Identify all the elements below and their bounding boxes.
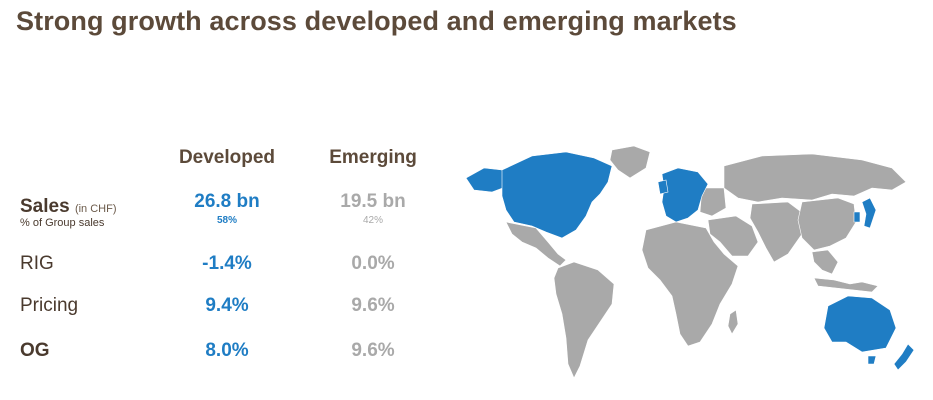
- rig-row-label: RIG: [20, 253, 54, 274]
- uk-region: [657, 179, 669, 195]
- emerging-markets-regions: [505, 145, 907, 379]
- developed-sales-share: 58%: [216, 215, 237, 226]
- emerging-rig-value: 0.0%: [351, 253, 395, 274]
- emerging-og-value: 9.6%: [351, 340, 395, 361]
- new-zealand-region: [893, 343, 915, 371]
- developed-markets-regions: [465, 151, 915, 371]
- north-america-region: [501, 151, 613, 239]
- korea-region: [853, 211, 861, 223]
- emerging-column-header: Emerging: [329, 147, 417, 168]
- sales-row-label: Sales (in CHF): [20, 196, 117, 218]
- japan-region: [861, 197, 877, 229]
- tasmania-region: [867, 355, 877, 365]
- developed-pricing-value: 9.4%: [205, 295, 249, 316]
- east-asia-region: [797, 197, 857, 251]
- developed-rig-value: -1.4%: [202, 253, 252, 274]
- sales-sublabel: % of Group sales: [20, 217, 105, 229]
- southeast-asia-region: [811, 249, 839, 275]
- sales-label-text: Sales: [20, 196, 70, 217]
- central-america-region: [505, 221, 567, 267]
- western-europe-region: [661, 167, 709, 223]
- greenland-region: [609, 145, 651, 179]
- south-america-region: [553, 261, 615, 379]
- russia-region: [723, 153, 907, 203]
- page-title: Strong growth across developed and emerg…: [16, 6, 737, 36]
- eastern-europe-region: [699, 187, 727, 217]
- south-asia-region: [749, 201, 805, 263]
- world-map: [465, 145, 915, 379]
- australia-region: [823, 295, 897, 353]
- developed-column-header: Developed: [178, 147, 276, 168]
- emerging-sales-share: 42%: [362, 215, 383, 226]
- pricing-row-label: Pricing: [20, 295, 79, 316]
- developed-sales-value: 26.8 bn: [194, 191, 260, 212]
- madagascar-region: [727, 309, 739, 335]
- market-comparison-table: Developed Emerging Sales (in CHF) % of G…: [0, 0, 450, 400]
- middle-east-region: [707, 215, 759, 257]
- indonesia-region: [813, 277, 879, 293]
- sales-unit: (in CHF): [74, 203, 117, 215]
- developed-og-value: 8.0%: [205, 340, 249, 361]
- africa-region: [641, 221, 739, 347]
- og-row-label: OG: [20, 340, 50, 361]
- emerging-pricing-value: 9.6%: [351, 295, 395, 316]
- emerging-sales-value: 19.5 bn: [340, 191, 406, 212]
